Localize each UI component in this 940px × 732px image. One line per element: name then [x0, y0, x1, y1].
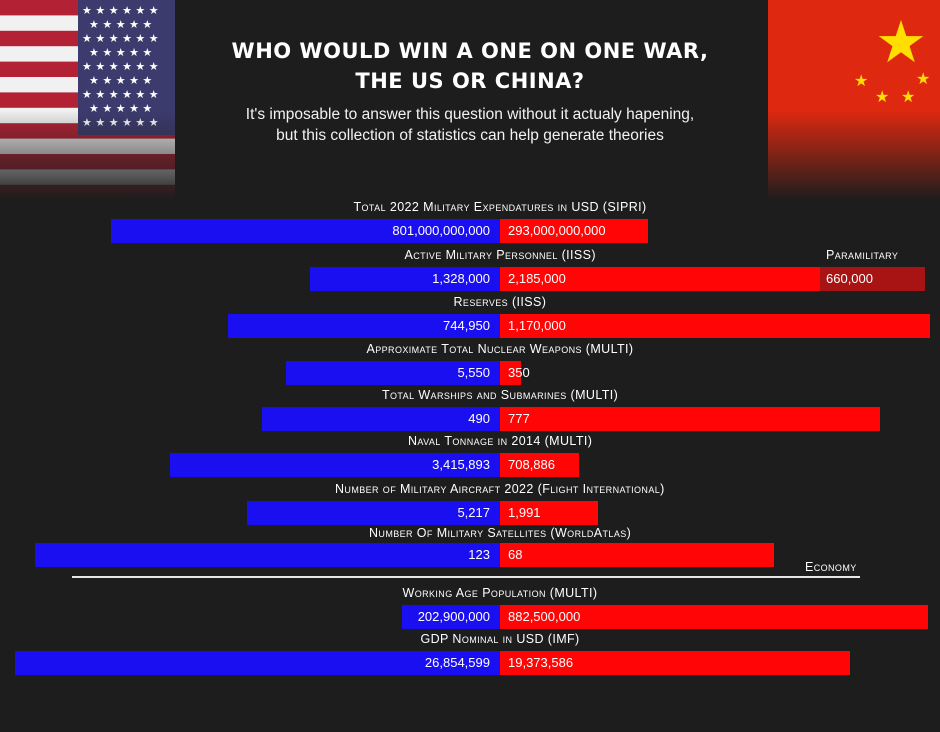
china-bar	[500, 314, 930, 338]
svg-text:★ ★ ★ ★ ★ ★: ★ ★ ★ ★ ★ ★	[82, 60, 159, 73]
row-label: Reserves (IISS)	[453, 295, 547, 309]
row-label: Total Warships and Submarines (MULTI)	[382, 388, 619, 402]
china-bar	[500, 651, 850, 675]
china-bar	[500, 605, 928, 629]
us-bar	[262, 407, 500, 431]
svg-text:★: ★	[916, 69, 930, 88]
china-value: 350	[508, 365, 530, 380]
china-flag: ★ ★ ★ ★ ★	[768, 0, 940, 200]
svg-text:★ ★ ★ ★ ★: ★ ★ ★ ★ ★	[89, 74, 152, 87]
us-value: 123	[468, 547, 490, 562]
us-bar	[15, 651, 500, 675]
china-value: 1,170,000	[508, 318, 566, 333]
svg-text:★: ★	[875, 8, 927, 76]
china-value: 68	[508, 547, 523, 562]
svg-text:★: ★	[901, 87, 915, 106]
svg-text:★ ★ ★ ★ ★ ★: ★ ★ ★ ★ ★ ★	[82, 4, 159, 17]
row-label: GDP Nominal in USD (IMF)	[420, 632, 580, 646]
us-bar	[170, 453, 500, 477]
us-value: 3,415,893	[432, 457, 490, 472]
china-value: 2,185,000	[508, 271, 566, 286]
title-line-2: the US or China?	[355, 69, 585, 93]
china-bar	[500, 407, 880, 431]
row-label: Naval Tonnage in 2014 (MULTI)	[408, 434, 593, 448]
us-bar	[111, 219, 500, 243]
us-value: 490	[468, 411, 490, 426]
china-bar	[500, 267, 820, 291]
us-flag: ★ ★ ★ ★ ★ ★ ★ ★ ★ ★ ★ ★ ★ ★ ★ ★ ★ ★ ★ ★ …	[0, 0, 175, 200]
us-bar	[286, 361, 500, 385]
page-subtitle: It's imposable to answer this question w…	[175, 104, 765, 146]
row-label: Approximate Total Nuclear Weapons (MULTI…	[366, 342, 634, 356]
paramilitary-bar	[820, 267, 925, 291]
paramilitary-label: Paramilitary	[826, 248, 899, 262]
page-title: Who would win a one on one war, the US o…	[175, 36, 765, 96]
china-bar	[500, 361, 521, 385]
china-bar	[500, 543, 774, 567]
us-bar	[247, 501, 500, 525]
svg-text:★: ★	[875, 87, 889, 106]
us-value: 5,550	[457, 365, 490, 380]
us-value: 801,000,000,000	[392, 223, 490, 238]
row-label: Working Age Population (MULTI)	[402, 586, 598, 600]
economy-divider	[72, 576, 860, 578]
row-label: Number Of Military Satellites (WorldAtla…	[369, 526, 632, 540]
us-value: 744,950	[443, 318, 490, 333]
row-label: Active Military Personnel (IISS)	[404, 248, 596, 262]
us-value: 202,900,000	[417, 609, 490, 624]
us-bar	[310, 267, 500, 291]
china-bar	[500, 219, 648, 243]
us-bar	[35, 543, 500, 567]
china-bar	[500, 501, 598, 525]
subtitle-line-1: It's imposable to answer this question w…	[245, 106, 695, 123]
row-label: Number of Military Aircraft 2022 (Flight…	[335, 482, 665, 496]
us-value: 1,328,000	[432, 271, 490, 286]
economy-section-label: Economy	[805, 560, 857, 574]
paramilitary-value: 660,000	[826, 271, 873, 286]
svg-text:★ ★ ★ ★ ★: ★ ★ ★ ★ ★	[89, 46, 152, 59]
us-value: 5,217	[457, 505, 490, 520]
china-value: 19,373,586	[508, 655, 574, 670]
svg-text:★ ★ ★ ★ ★ ★: ★ ★ ★ ★ ★ ★	[82, 32, 159, 45]
us-value: 26,854,599	[424, 655, 490, 670]
title-line-1: Who would win a one on one war,	[231, 39, 709, 63]
china-value: 882,500,000	[508, 609, 581, 624]
row-label: Total 2022 Military Expendatures in USD …	[353, 200, 647, 214]
subtitle-line-2: but this collection of statistics can he…	[276, 127, 664, 144]
svg-text:★ ★ ★ ★ ★ ★: ★ ★ ★ ★ ★ ★	[82, 88, 159, 101]
svg-text:★: ★	[854, 71, 868, 90]
china-value: 293,000,000,000	[508, 223, 606, 238]
china-value: 777	[508, 411, 530, 426]
us-bar	[228, 314, 500, 338]
china-value: 1,991	[508, 505, 541, 520]
china-value: 708,886	[508, 457, 555, 472]
us-bar	[402, 605, 500, 629]
china-bar	[500, 453, 579, 477]
svg-text:★ ★ ★ ★ ★: ★ ★ ★ ★ ★	[89, 18, 152, 31]
